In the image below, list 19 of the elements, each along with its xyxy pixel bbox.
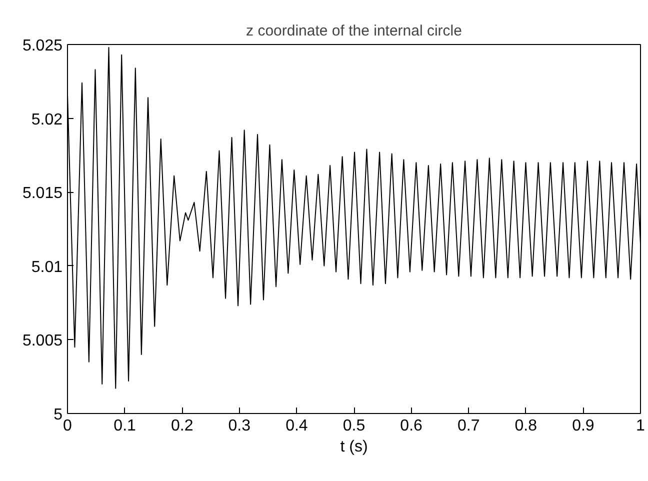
y-tick-label: 5.015 bbox=[22, 185, 63, 202]
x-tick-label: 0.9 bbox=[572, 418, 594, 434]
y-tick-label: 5.01 bbox=[31, 258, 63, 276]
x-tick-label: 0.2 bbox=[170, 418, 194, 434]
x-tick-label: 0 bbox=[63, 418, 72, 434]
x-tick-label: 0.1 bbox=[114, 418, 136, 434]
x-tick-label: 1 bbox=[636, 418, 646, 434]
x-tick-label: 0.3 bbox=[228, 418, 251, 434]
chart-title: z coordinate of the internal circle bbox=[246, 22, 462, 40]
x-tick-label: 0.8 bbox=[514, 418, 538, 434]
y-tick-label: 5.025 bbox=[22, 38, 63, 54]
x-tick-label: 0.7 bbox=[457, 418, 480, 434]
x-axis-title: t (s) bbox=[340, 438, 368, 456]
y-tick-label: 5 bbox=[54, 406, 63, 424]
x-tick-label: 0.4 bbox=[286, 418, 308, 434]
y-tick-label: 5.005 bbox=[22, 332, 63, 350]
y-tick-label: 5.02 bbox=[31, 111, 63, 128]
x-tick-label: 0.6 bbox=[400, 418, 423, 434]
x-tick-label: 0.5 bbox=[342, 418, 366, 434]
